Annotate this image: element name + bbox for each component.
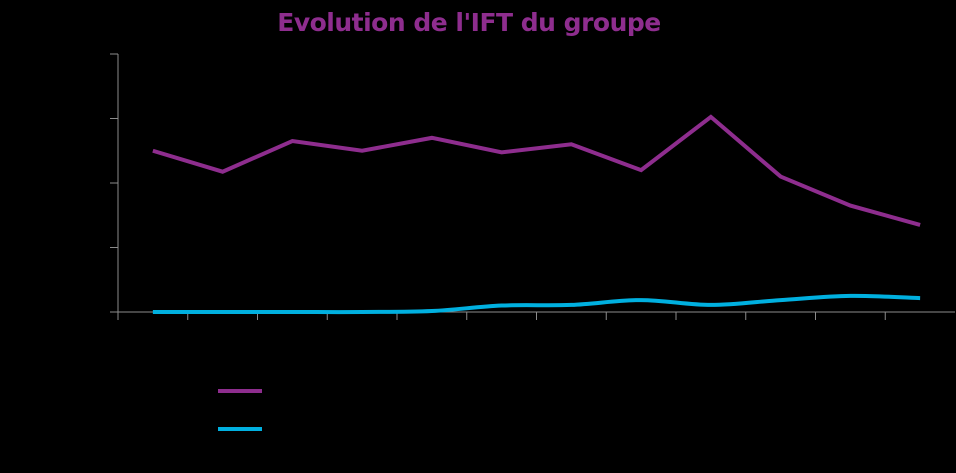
series-line-1 [152,114,921,227]
svg-text:6: 6 [498,325,505,339]
chart-title: Evolution de l'IFT du groupe [277,8,661,37]
svg-text:8: 8 [99,47,106,61]
svg-text:4: 4 [99,176,106,190]
legend-swatch-blue [218,427,262,431]
svg-text:1: 1 [150,325,157,339]
svg-text:11: 11 [844,325,857,339]
svg-text:6: 6 [99,112,106,126]
svg-text:2: 2 [99,241,106,255]
svg-text:12: 12 [913,325,927,339]
svg-text:0: 0 [99,305,106,319]
legend-item-series-1 [218,372,272,410]
legend-swatch-purple [218,389,262,393]
svg-text:3: 3 [289,325,296,339]
series-line-2 [152,293,921,315]
svg-text:4: 4 [359,325,366,339]
svg-text:10: 10 [774,325,788,339]
svg-text:7: 7 [568,325,575,339]
svg-text:9: 9 [708,325,715,339]
svg-text:2: 2 [219,325,226,339]
svg-text:8: 8 [638,325,645,339]
chart-legend [218,372,272,448]
chart-series [152,114,921,315]
legend-item-series-2 [218,410,272,448]
svg-text:5: 5 [429,325,436,339]
